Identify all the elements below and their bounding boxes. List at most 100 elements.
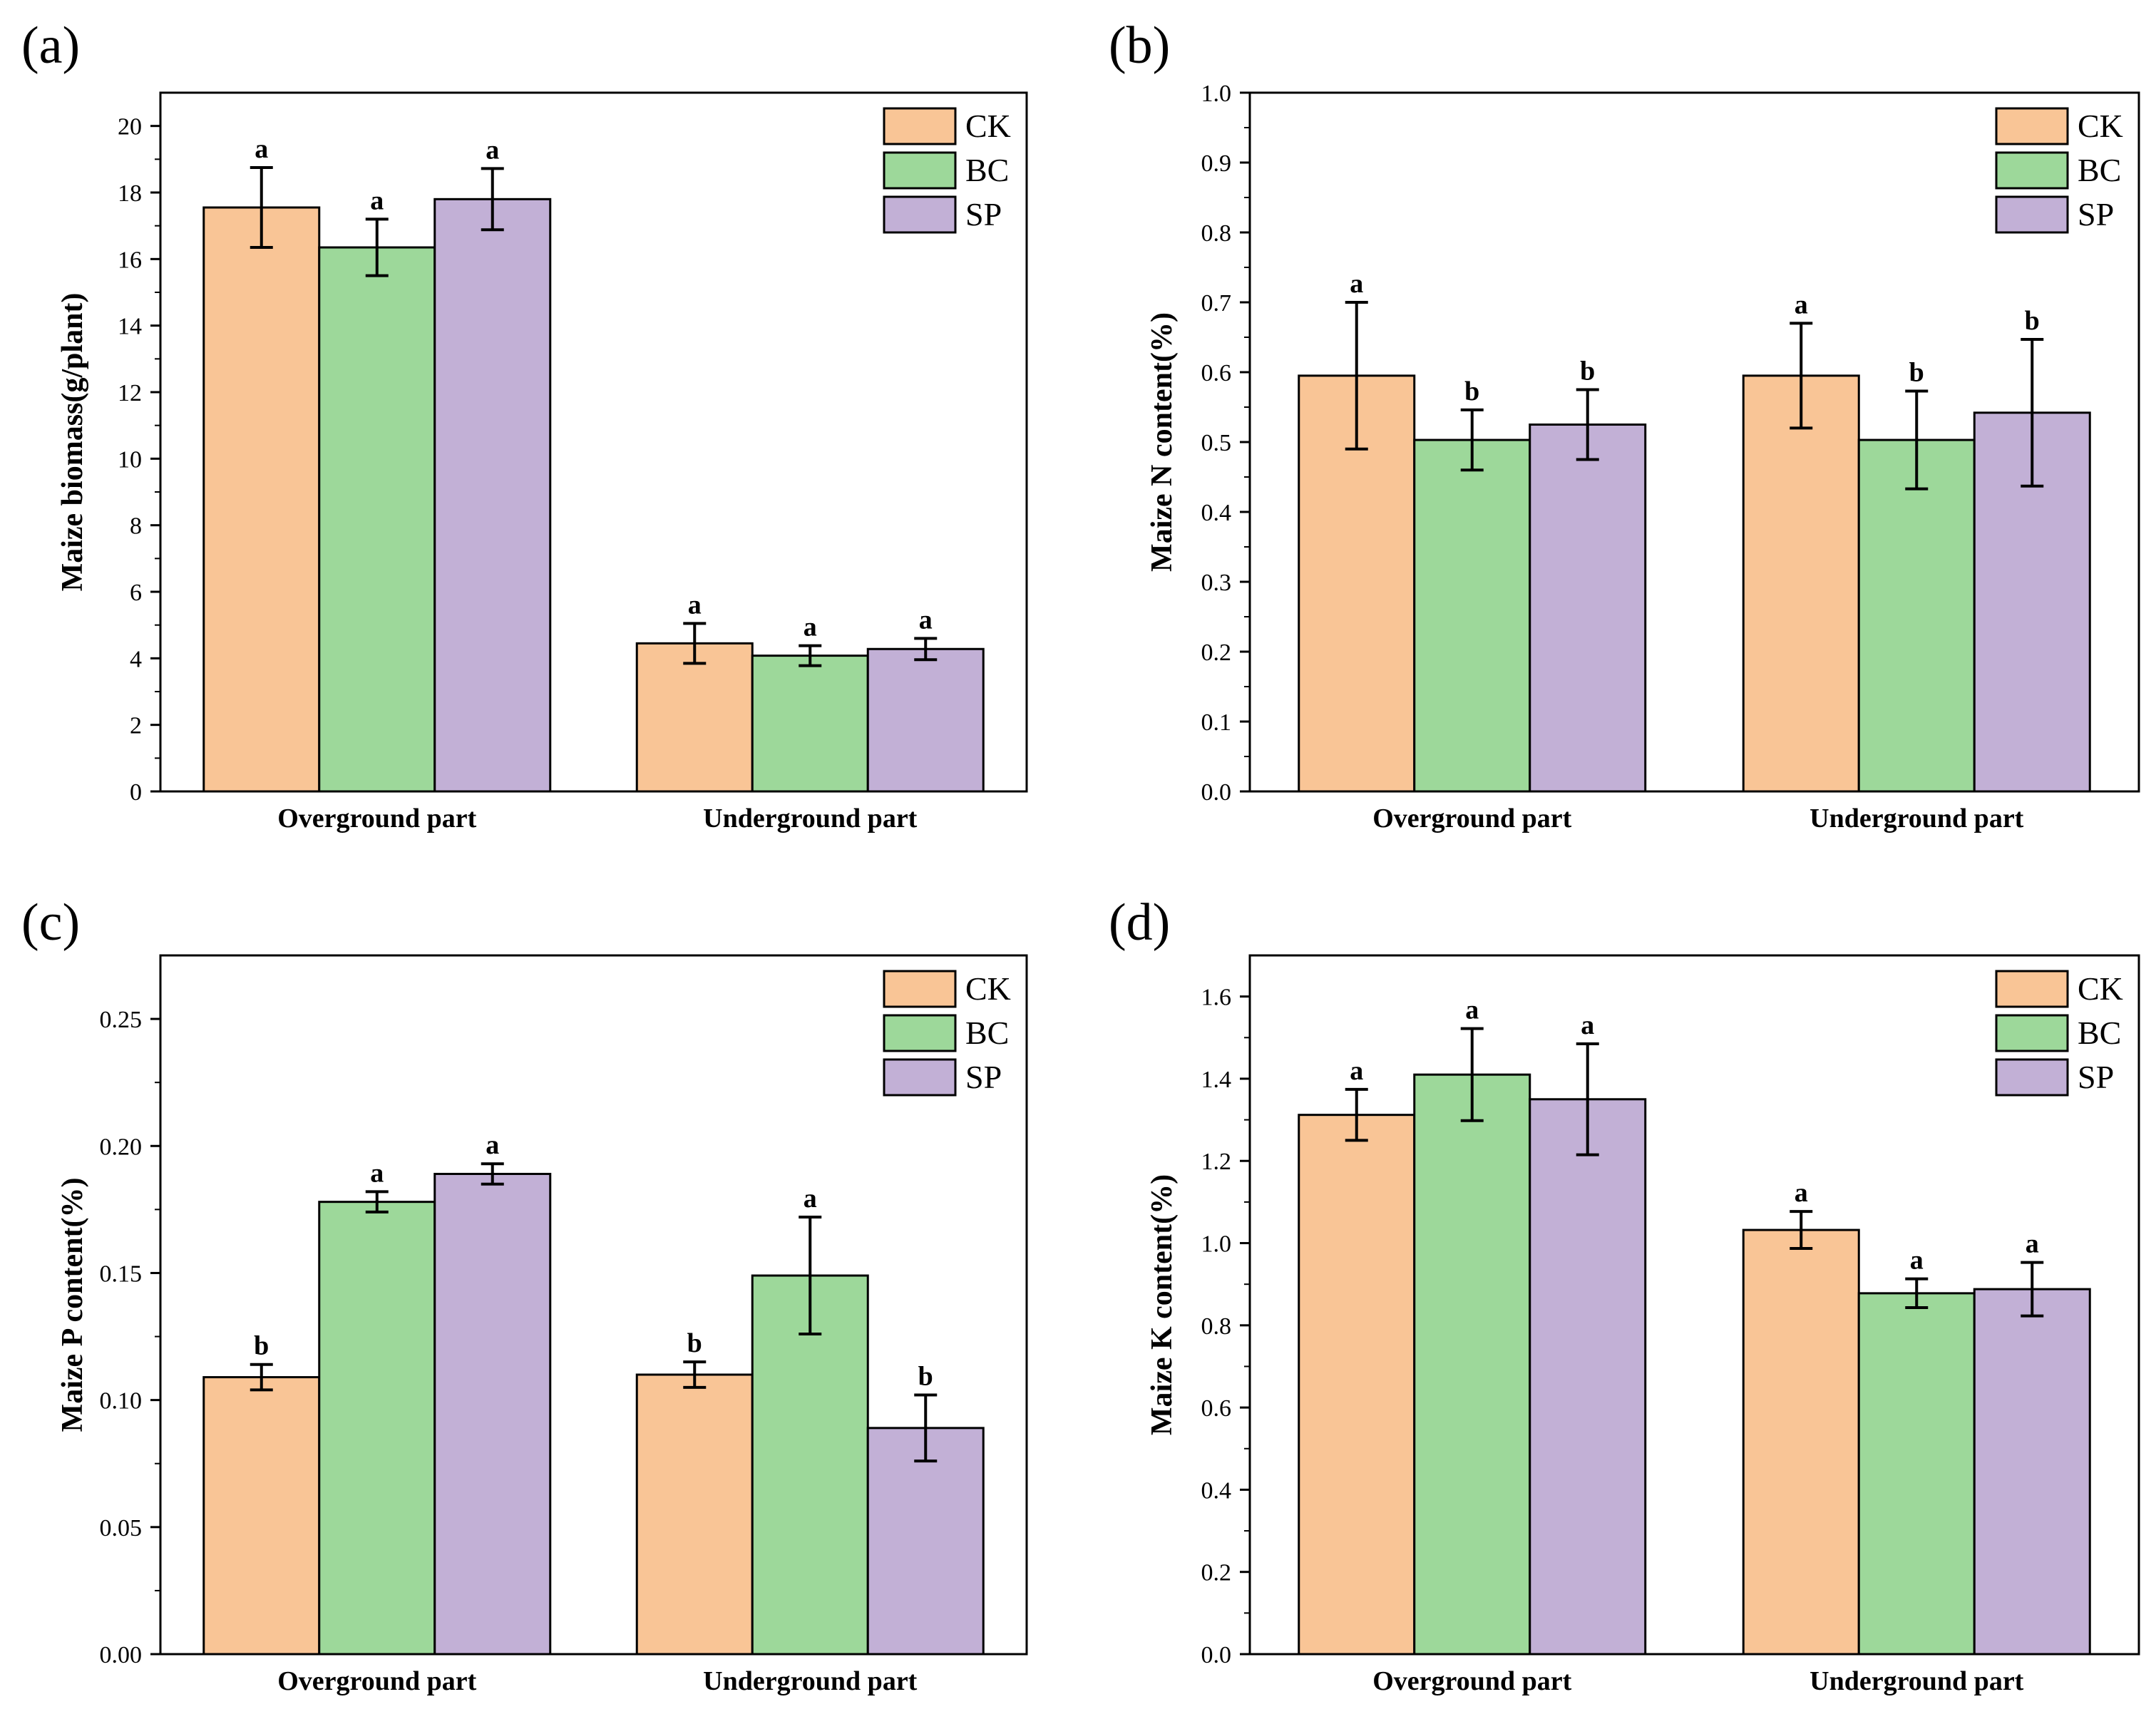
significance-label: a xyxy=(1581,1010,1594,1040)
y-tick-label: 8 xyxy=(130,513,142,540)
significance-label: a xyxy=(919,605,933,635)
y-axis-title: Maize P content(%) xyxy=(56,1178,89,1432)
y-tick-label: 1.0 xyxy=(1201,1231,1232,1258)
bar-bc-overground-part xyxy=(1413,1073,1531,1656)
bar-sp-overground-part xyxy=(433,197,552,793)
y-tick-label: 12 xyxy=(118,380,142,406)
legend-label-sp: SP xyxy=(965,196,1002,232)
x-category-label: Overground part xyxy=(277,804,476,833)
significance-label: a xyxy=(255,134,268,164)
y-tick-label: 0.8 xyxy=(1201,220,1232,247)
significance-label: b xyxy=(2025,306,2040,336)
bar-sp-underground-part xyxy=(866,1427,985,1656)
bar-bc-overground-part xyxy=(318,246,436,793)
y-axis-title: Maize K content(%) xyxy=(1146,1174,1179,1435)
y-tick-label: 0.5 xyxy=(1201,430,1232,456)
y-tick-label: 0.00 xyxy=(100,1642,143,1668)
y-tick-label: 0.4 xyxy=(1201,500,1232,526)
legend-swatch-bc xyxy=(883,151,957,190)
y-tick-label: 10 xyxy=(118,446,142,473)
bar-bc-overground-part xyxy=(1413,438,1531,793)
y-tick-label: 20 xyxy=(118,114,142,140)
legend-swatch-sp xyxy=(1995,1058,2069,1097)
y-tick-label: 16 xyxy=(118,247,142,273)
x-category-label: Overground part xyxy=(1372,1666,1571,1696)
significance-label: b xyxy=(1909,357,1924,387)
y-tick-label: 0.1 xyxy=(1201,709,1232,736)
y-tick-label: 0.9 xyxy=(1201,150,1232,177)
y-tick-label: 1.6 xyxy=(1201,985,1232,1011)
significance-label: a xyxy=(1465,995,1479,1025)
legend-swatch-sp xyxy=(1995,195,2069,234)
bar-bc-underground-part xyxy=(751,655,869,793)
legend-swatch-sp xyxy=(883,1058,957,1097)
panel-letter: (a) xyxy=(21,16,80,75)
legend-label-ck: CK xyxy=(2078,970,2123,1007)
bar-bc-underground-part xyxy=(1857,438,1976,793)
bar-ck-underground-part xyxy=(1742,1228,1860,1656)
panel-letter: (c) xyxy=(21,893,80,952)
significance-label: b xyxy=(918,1362,933,1392)
y-tick-label: 0.2 xyxy=(1201,1560,1232,1586)
legend-swatch-ck xyxy=(883,107,957,145)
y-tick-label: 0.15 xyxy=(100,1261,143,1287)
y-tick-label: 1.4 xyxy=(1201,1067,1232,1093)
y-tick-label: 0.2 xyxy=(1201,640,1232,666)
panel-letter: (d) xyxy=(1109,893,1170,952)
y-tick-label: 1.0 xyxy=(1201,81,1232,107)
x-category-label: Underground part xyxy=(1809,804,2024,833)
y-axis-title: Maize N content(%) xyxy=(1146,312,1179,572)
significance-label: a xyxy=(2026,1229,2039,1259)
legend-label-ck: CK xyxy=(965,108,1011,144)
y-tick-label: 0.7 xyxy=(1201,290,1232,317)
y-axis-title: Maize biomass(g/plant) xyxy=(56,293,89,592)
y-tick-label: 0.8 xyxy=(1201,1313,1232,1340)
plot-frame xyxy=(159,91,1028,793)
bar-bc-underground-part xyxy=(1857,1292,1976,1656)
legend-swatch-bc xyxy=(1995,1014,2069,1052)
bar-sp-overground-part xyxy=(1529,424,1647,793)
significance-label: a xyxy=(1350,1056,1363,1086)
bar-ck-underground-part xyxy=(635,1373,754,1656)
y-tick-label: 18 xyxy=(118,180,142,207)
x-category-label: Underground part xyxy=(1809,1666,2024,1696)
bar-bc-overground-part xyxy=(318,1201,436,1656)
significance-label: a xyxy=(486,1130,499,1160)
legend-swatch-bc xyxy=(883,1014,957,1052)
y-tick-label: 0 xyxy=(130,779,142,806)
panel-letter: (b) xyxy=(1109,16,1170,75)
x-category-label: Underground part xyxy=(703,804,918,833)
significance-label: a xyxy=(1350,269,1363,299)
y-tick-label: 0.25 xyxy=(100,1007,143,1033)
significance-label: b xyxy=(687,1328,702,1358)
x-category-label: Overground part xyxy=(1372,804,1571,833)
significance-label: b xyxy=(1580,356,1595,386)
legend-label-bc: BC xyxy=(2078,152,2121,188)
y-tick-label: 0.05 xyxy=(100,1515,143,1541)
y-tick-label: 2 xyxy=(130,713,142,739)
legend-label-sp: SP xyxy=(2078,196,2114,232)
plot-frame xyxy=(1248,954,2140,1656)
legend-swatch-bc xyxy=(1995,151,2069,190)
panel-0: (a) a a a a a a 0 2 4 6 8 10 12 14 16 18 20 Overground par… xyxy=(21,16,1028,833)
significance-label: a xyxy=(370,185,384,215)
significance-label: a xyxy=(1795,289,1808,319)
panel-1: (b) a a b b b b 0.0 0.1 0.2 0.3 0.4 0.5 0.6 0.7 0.8 0.9 1… xyxy=(1109,16,2140,833)
significance-label: a xyxy=(804,1184,817,1214)
y-tick-label: 6 xyxy=(130,580,142,606)
significance-label: a xyxy=(804,612,817,642)
legend-label-bc: BC xyxy=(965,1015,1009,1051)
bar-sp-overground-part xyxy=(1529,1098,1647,1656)
legend-swatch-ck xyxy=(1995,107,2069,145)
y-tick-label: 1.2 xyxy=(1201,1149,1232,1175)
significance-label: a xyxy=(688,590,702,620)
significance-label: a xyxy=(1795,1178,1808,1208)
y-tick-label: 0.3 xyxy=(1201,570,1232,596)
significance-label: b xyxy=(254,1331,269,1361)
x-category-label: Overground part xyxy=(277,1666,476,1696)
y-tick-label: 4 xyxy=(130,646,142,672)
legend-swatch-ck xyxy=(883,970,957,1008)
bar-bc-underground-part xyxy=(751,1274,869,1656)
significance-label: b xyxy=(1464,376,1479,406)
y-tick-label: 0.4 xyxy=(1201,1477,1232,1504)
